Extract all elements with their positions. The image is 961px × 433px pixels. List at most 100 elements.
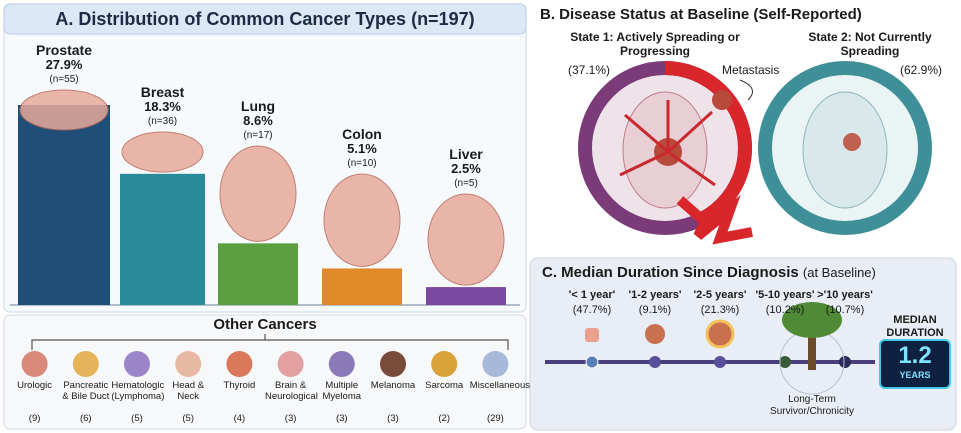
organ-illustration bbox=[219, 145, 297, 242]
state1-percent: (37.1%) bbox=[568, 63, 611, 77]
item-name: Miscellaneous bbox=[469, 380, 530, 391]
icon-cell bbox=[705, 319, 735, 349]
item-count: (9) bbox=[28, 413, 41, 424]
median-value: 1.2 bbox=[898, 342, 932, 369]
item-name: Sarcoma bbox=[425, 380, 464, 391]
chart-title: A. Distribution of Common Cancer Types (… bbox=[55, 9, 475, 29]
duration-label: '< 1 year' bbox=[568, 289, 616, 301]
panel-b-title: B. Disease Status at Baseline (Self-Repo… bbox=[540, 6, 862, 23]
cancer-icon bbox=[482, 351, 509, 377]
organ-illustration bbox=[19, 89, 109, 131]
tree-trunk bbox=[808, 335, 816, 370]
cancer-icon bbox=[124, 351, 150, 377]
icon-cell bbox=[585, 328, 599, 342]
panel-c-subtitle: (at Baseline) bbox=[802, 265, 876, 280]
item-count: (4) bbox=[233, 413, 246, 424]
median-display bbox=[879, 339, 951, 389]
item-count: (29) bbox=[486, 413, 504, 424]
item-name: Pancreatic & Bile Duct bbox=[62, 380, 110, 402]
organ-illustration bbox=[323, 173, 401, 267]
duration-label: '5-10 years' bbox=[755, 289, 815, 301]
value-label: 5.1% bbox=[347, 141, 377, 156]
count-label: (n=55) bbox=[49, 74, 79, 85]
item-name: Hematologic (Lymphoma) bbox=[111, 380, 165, 402]
metastasis-node bbox=[712, 90, 732, 110]
category-label: Colon bbox=[342, 126, 382, 142]
duration-label: '2-5 years' bbox=[693, 289, 747, 301]
item-count: (6) bbox=[79, 413, 92, 424]
value-label: 8.6% bbox=[243, 113, 273, 128]
bar bbox=[218, 243, 298, 305]
panel-other bbox=[3, 314, 527, 430]
count-label: (n=10) bbox=[347, 158, 377, 169]
cancer-icon bbox=[277, 351, 304, 377]
duration-percent: (9.1%) bbox=[638, 304, 672, 316]
duration-label: '1-2 years' bbox=[628, 289, 682, 301]
item-name: Brain & Neurological bbox=[265, 380, 318, 402]
item-name: Melanoma bbox=[370, 380, 416, 391]
duration-percent: (47.7%) bbox=[572, 304, 612, 316]
bracket bbox=[31, 334, 509, 350]
annotation-arrow bbox=[739, 79, 753, 101]
cancer-icon bbox=[380, 351, 406, 377]
cancer-icon bbox=[431, 351, 458, 377]
item-name: Thyroid bbox=[223, 380, 256, 391]
icon-cell bbox=[645, 324, 665, 344]
value-label: 2.5% bbox=[451, 161, 481, 176]
category-label: Prostate bbox=[35, 42, 93, 58]
timeline-marker bbox=[714, 356, 726, 368]
category-label: Lung bbox=[240, 98, 276, 114]
stable-tumor bbox=[843, 133, 861, 151]
count-label: (n=36) bbox=[147, 116, 178, 127]
panel-c bbox=[529, 257, 957, 431]
annotation: Metastasis bbox=[722, 63, 780, 77]
bar bbox=[322, 268, 402, 305]
state2-percent: (62.9%) bbox=[900, 63, 943, 77]
state2-body bbox=[802, 91, 888, 209]
other-title: Other Cancers bbox=[213, 316, 317, 333]
panel-c-heading: C. Median Duration Since Diagnosis (at B… bbox=[542, 264, 876, 281]
value-label: 18.3% bbox=[144, 99, 181, 114]
state2-label: State 2: Not Currently Spreading bbox=[808, 30, 932, 58]
organ-illustration bbox=[427, 193, 505, 286]
spread-arrows bbox=[619, 100, 716, 187]
tree-crown bbox=[782, 302, 842, 338]
cancer-icon bbox=[72, 351, 99, 377]
state1-ring-red bbox=[664, 61, 753, 227]
cancer-icon bbox=[175, 351, 202, 377]
item-count: (3) bbox=[335, 413, 348, 424]
count-label: (n=17) bbox=[243, 130, 273, 141]
timeline-marker bbox=[585, 355, 599, 369]
bar bbox=[18, 105, 110, 305]
panel-a-header bbox=[3, 3, 527, 35]
value-label: 27.9% bbox=[45, 57, 83, 72]
item-count: (3) bbox=[284, 413, 297, 424]
median-unit: YEARS bbox=[899, 370, 931, 380]
timeline-marker bbox=[779, 356, 791, 368]
duration-percent: (21.3%) bbox=[700, 304, 740, 316]
duration-percent: (10.7%) bbox=[825, 304, 865, 316]
category-label: Breast bbox=[140, 84, 185, 100]
item-count: (3) bbox=[387, 413, 399, 424]
item-name: Head & Neck bbox=[172, 380, 205, 402]
median-label: MEDIAN DURATION bbox=[886, 314, 944, 339]
category-label: Liver bbox=[449, 146, 483, 162]
bar bbox=[120, 173, 205, 305]
item-name: Urologic bbox=[17, 380, 53, 391]
item-count: (2) bbox=[438, 413, 450, 424]
duration-percent: (10.2%) bbox=[765, 304, 805, 316]
decline-arrow bbox=[676, 194, 753, 245]
item-count: (5) bbox=[182, 413, 194, 424]
organ-illustration bbox=[121, 131, 204, 173]
milestone: Long-Term Survivor/Chronicity bbox=[770, 394, 854, 417]
item-count: (5) bbox=[131, 413, 143, 424]
timeline-marker bbox=[649, 356, 661, 368]
timeline-marker bbox=[839, 356, 851, 368]
bar bbox=[426, 287, 506, 305]
duration-label: >'10 years' bbox=[817, 289, 873, 301]
panel-c-title: C. Median Duration Since Diagnosis bbox=[542, 264, 799, 281]
item-name: Multiple Myeloma bbox=[322, 380, 362, 402]
state1-label: State 1: Actively Spreading or Progressi… bbox=[570, 30, 740, 58]
